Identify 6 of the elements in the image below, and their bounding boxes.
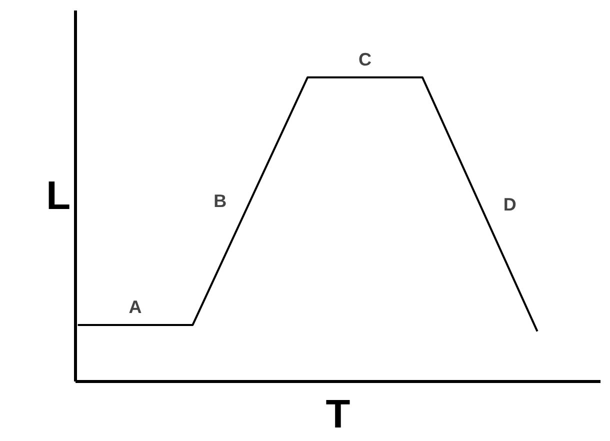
annotation: D — [503, 194, 516, 214]
annotation: A — [128, 296, 142, 317]
text: C — [358, 49, 372, 70]
annotation: B — [214, 191, 227, 212]
x-axis-title: T — [326, 392, 350, 436]
y-axis-title: L — [46, 174, 71, 218]
